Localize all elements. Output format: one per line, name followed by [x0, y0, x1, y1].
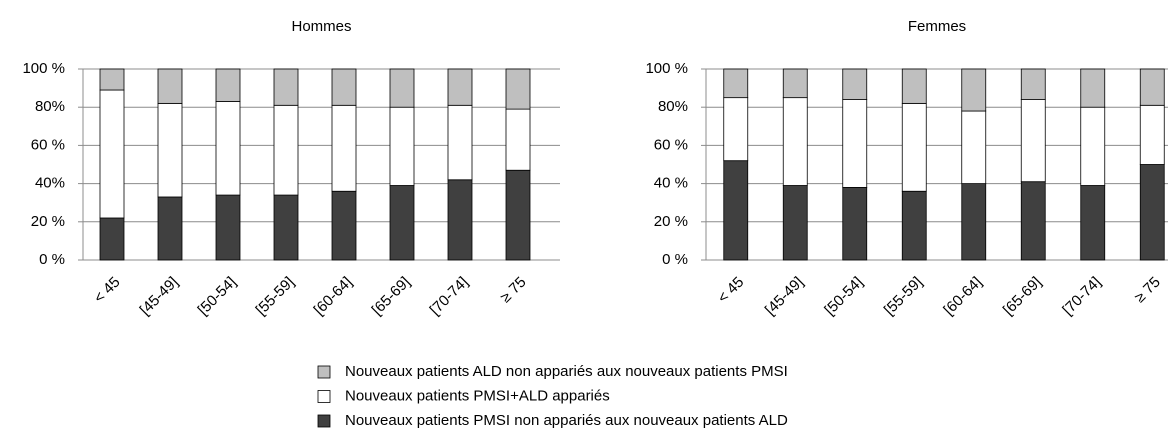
bar-segment — [1080, 185, 1106, 261]
y-tick-label: 100 % — [22, 60, 65, 77]
bar-segment — [782, 185, 808, 261]
legend-label: Nouveaux patients PMSI+ALD appariés — [345, 387, 610, 404]
bar-segment — [782, 97, 808, 186]
y-tick-label: 40 % — [654, 175, 688, 192]
bar-segment — [842, 99, 868, 188]
y-tick-label: 60 % — [654, 136, 688, 153]
chart-title: Hommes — [291, 18, 351, 35]
bar-segment — [389, 185, 415, 261]
y-tick-label: 60 % — [31, 136, 65, 153]
x-tick-label: [50-54] — [195, 274, 240, 319]
x-tick-label: [70-74] — [1059, 274, 1104, 319]
bar-segment — [99, 68, 125, 91]
legend-label: Nouveaux patients PMSI non appariés aux … — [345, 412, 788, 429]
x-tick-label: [70-74] — [427, 274, 472, 319]
y-tick-label: 0 % — [39, 251, 65, 268]
x-tick-label: ≥ 75 — [497, 274, 530, 307]
y-tick-label: 0 % — [662, 251, 688, 268]
bar-segment — [215, 194, 241, 261]
y-tick-label: 80% — [658, 98, 688, 115]
bar-segment — [505, 169, 531, 261]
legend-label: Nouveaux patients ALD non appariés aux n… — [345, 363, 788, 380]
bar-segment — [1020, 68, 1046, 100]
legend-swatch — [317, 365, 331, 379]
y-tick-label: 40% — [35, 175, 65, 192]
x-tick-label: < 45 — [714, 274, 747, 307]
bar-segment — [389, 106, 415, 186]
y-tick-label: 80% — [35, 98, 65, 115]
x-tick-label: [55-59] — [253, 274, 298, 319]
bar-segment — [215, 68, 241, 102]
bar-segment — [273, 104, 299, 196]
bar-segment — [1020, 181, 1046, 261]
bar-segment — [331, 104, 357, 192]
bar-segment — [782, 68, 808, 99]
x-tick-label: [60-64] — [940, 274, 985, 319]
bar-segment — [842, 187, 868, 261]
bar-segment — [389, 68, 415, 108]
bar-segment — [447, 68, 473, 106]
bar-segment — [723, 68, 749, 99]
x-tick-label: [65-69] — [1000, 274, 1045, 319]
y-tick-label: 100 % — [645, 60, 688, 77]
bar-segment — [961, 183, 987, 261]
bar-segment — [273, 68, 299, 106]
bar-segment — [961, 110, 987, 184]
bar-segment — [447, 179, 473, 261]
bar-segment — [505, 108, 531, 171]
bar-segment — [901, 68, 927, 104]
bar-segment — [273, 194, 299, 261]
bar-segment — [961, 68, 987, 112]
bar-segment — [157, 102, 183, 198]
bar-segment — [99, 217, 125, 261]
legend-swatch — [317, 414, 331, 428]
chart-title: Femmes — [908, 18, 966, 35]
bar-segment — [99, 89, 125, 219]
bar-segment — [901, 102, 927, 192]
bar-segment — [505, 68, 531, 110]
bar-segment — [1080, 106, 1106, 186]
legend-swatch — [317, 390, 331, 403]
x-tick-label: [65-69] — [369, 274, 414, 319]
x-tick-label: ≥ 75 — [1131, 274, 1164, 307]
bar-segment — [842, 68, 868, 100]
bar-segment — [331, 190, 357, 261]
bar-segment — [331, 68, 357, 106]
bar-segment — [1139, 164, 1165, 261]
bar-segment — [1139, 104, 1165, 165]
bar-segment — [1080, 68, 1106, 108]
bar-segment — [447, 104, 473, 181]
bar-segment — [157, 196, 183, 261]
bar-segment — [1020, 99, 1046, 183]
bar-segment — [1139, 68, 1165, 106]
bar-segment — [901, 190, 927, 261]
x-tick-label: < 45 — [91, 274, 124, 307]
bar-segment — [157, 68, 183, 104]
y-tick-label: 20 % — [654, 213, 688, 230]
x-tick-label: [45-49] — [762, 274, 807, 319]
bar-segment — [723, 97, 749, 162]
bar-segment — [215, 101, 241, 196]
x-tick-label: [45-49] — [137, 274, 182, 319]
x-tick-label: [60-64] — [311, 274, 356, 319]
x-tick-label: [50-54] — [821, 274, 866, 319]
x-tick-label: [55-59] — [881, 274, 926, 319]
bar-segment — [723, 160, 749, 261]
y-tick-label: 20 % — [31, 213, 65, 230]
